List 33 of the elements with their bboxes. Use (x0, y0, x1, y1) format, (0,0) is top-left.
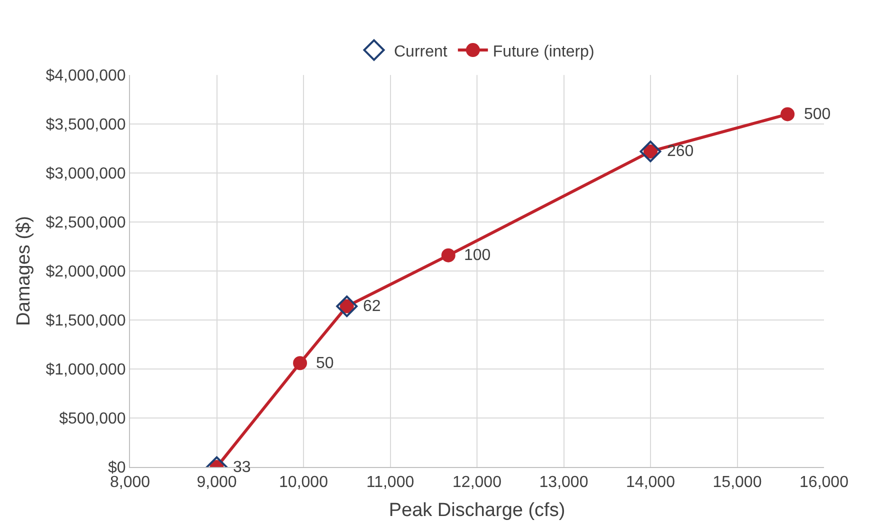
legend-label: Future (interp) (492, 43, 594, 60)
point (336, 296, 358, 318)
annotation: 33 (233, 459, 251, 476)
y-axis-title: Damages ($) (14, 216, 35, 326)
point (293, 356, 308, 370)
y-tick-label: $1,500,000 (46, 312, 126, 330)
annotation: 260 (667, 143, 694, 160)
point (780, 107, 795, 122)
y-tick-label: $500,000 (59, 410, 126, 428)
legend-label: Current (394, 43, 448, 60)
point (441, 248, 456, 262)
x-tick-label: 8,000 (110, 474, 150, 492)
annotation: 62 (363, 298, 381, 315)
x-tick-label: 14,000 (626, 474, 676, 492)
x-axis-title: Peak Discharge (cfs) (388, 500, 566, 521)
y-tick-label: $2,500,000 (46, 214, 126, 232)
annotation: 500 (804, 106, 831, 123)
x-tick-label: 10,000 (279, 474, 328, 492)
y-tick-label: $0 (108, 460, 126, 477)
x-tick-label: 9,000 (196, 474, 237, 492)
x-tick-label: 15,000 (712, 474, 762, 492)
y-tick-label: $3,500,000 (46, 116, 126, 134)
annotation: 100 (464, 247, 491, 264)
x-tick-label: 16,000 (800, 474, 849, 492)
y-tick-label: $2,000,000 (46, 264, 126, 281)
y-tick-label: $1,000,000 (46, 362, 126, 379)
y-tick-label: $3,000,000 (46, 166, 126, 183)
x-tick-label: 12,000 (452, 474, 502, 492)
x-tick-label: 11,000 (366, 474, 414, 492)
point (640, 140, 662, 162)
annotation: 50 (316, 355, 334, 372)
y-tick-label: $4,000,000 (46, 68, 126, 85)
x-tick-label: 13,000 (539, 474, 588, 492)
